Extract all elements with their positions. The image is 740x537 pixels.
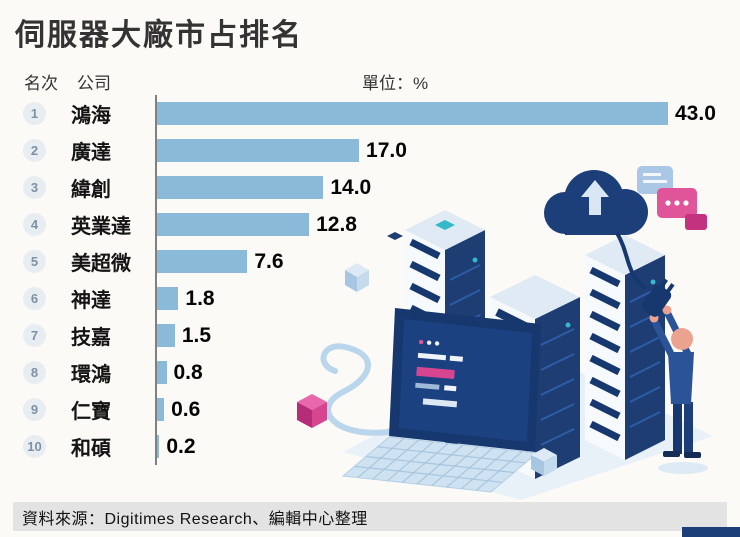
- value-label: 12.8: [316, 212, 357, 236]
- value-label: 0.6: [171, 397, 201, 421]
- bar: [157, 287, 179, 310]
- table-row: 8 環鴻 0.8: [0, 354, 740, 391]
- bar-track: 1.8: [155, 280, 740, 317]
- company-label: 仁寶: [71, 401, 111, 423]
- rank-badge: 2: [23, 139, 46, 162]
- company-label: 緯創: [71, 179, 111, 201]
- rank-column-header: 名次: [24, 74, 58, 93]
- company-label: 美超微: [71, 253, 131, 275]
- bar-track: 12.8: [155, 206, 740, 243]
- table-row: 5 美超微 7.6: [0, 243, 740, 280]
- value-label: 0.8: [173, 360, 203, 384]
- page-title: 伺服器大廠市占排名: [15, 19, 303, 52]
- bar-track: 43.0: [155, 95, 740, 132]
- company-label: 環鴻: [71, 364, 111, 386]
- rank-badge: 1: [23, 102, 46, 125]
- rank-badge: 5: [23, 250, 46, 273]
- value-label: 1.8: [185, 286, 215, 310]
- table-row: 1 鴻海 43.0: [0, 95, 740, 132]
- bar-track: 7.6: [155, 243, 740, 280]
- rank-badge: 10: [23, 435, 46, 458]
- unit-label: 單位：%: [362, 74, 429, 93]
- bar: [157, 250, 248, 273]
- rank-badge: 3: [23, 176, 46, 199]
- rank-badge: 7: [23, 324, 46, 347]
- table-row: 4 英業達 12.8: [0, 206, 740, 243]
- bar: [157, 102, 668, 125]
- company-label: 和碩: [71, 438, 111, 460]
- value-label: 17.0: [366, 138, 407, 162]
- source-band: 資料來源：Digitimes Research、編輯中心整理: [13, 502, 727, 531]
- bar-track: 17.0: [155, 132, 740, 169]
- value-label: 43.0: [675, 101, 716, 125]
- bar-track: 0.8: [155, 354, 740, 391]
- bar: [157, 176, 324, 199]
- bar-track: 0.6: [155, 391, 740, 428]
- source-text: 資料來源：Digitimes Research、編輯中心整理: [22, 510, 368, 528]
- table-row: 3 緯創 14.0: [0, 169, 740, 206]
- bar: [157, 361, 167, 384]
- table-row: 2 廣達 17.0: [0, 132, 740, 169]
- bar: [157, 398, 165, 421]
- table-row: 6 神達 1.8: [0, 280, 740, 317]
- rank-badge: 9: [23, 398, 46, 421]
- value-label: 14.0: [330, 175, 372, 199]
- bar: [157, 435, 160, 458]
- rank-badge: 4: [23, 213, 46, 236]
- table-row: 7 技嘉 1.5: [0, 317, 740, 354]
- bar-track: 1.5: [155, 317, 740, 354]
- table-row: 10 和碩 0.2: [0, 428, 740, 465]
- company-column-header: 公司: [77, 74, 111, 93]
- bar: [157, 324, 175, 347]
- chart-rows: 1 鴻海 43.0 2 廣達 17.0 3 緯創 14.0 4 英業達 12.8…: [0, 95, 740, 465]
- rank-badge: 8: [23, 361, 46, 384]
- value-label: 1.5: [181, 323, 212, 347]
- company-label: 鴻海: [71, 105, 111, 127]
- table-row: 9 仁寶 0.6: [0, 391, 740, 428]
- value-label: 7.6: [254, 249, 284, 273]
- bar: [157, 213, 310, 236]
- bar-track: 14.0: [155, 169, 740, 206]
- company-label: 技嘉: [71, 327, 111, 349]
- bar: [157, 139, 360, 162]
- rank-badge: 6: [23, 287, 46, 310]
- company-label: 神達: [71, 290, 111, 312]
- value-label: 0.2: [166, 434, 196, 458]
- corner-accent: [682, 527, 740, 537]
- bar-track: 0.2: [155, 428, 740, 465]
- company-label: 英業達: [71, 216, 131, 238]
- company-label: 廣達: [71, 142, 111, 164]
